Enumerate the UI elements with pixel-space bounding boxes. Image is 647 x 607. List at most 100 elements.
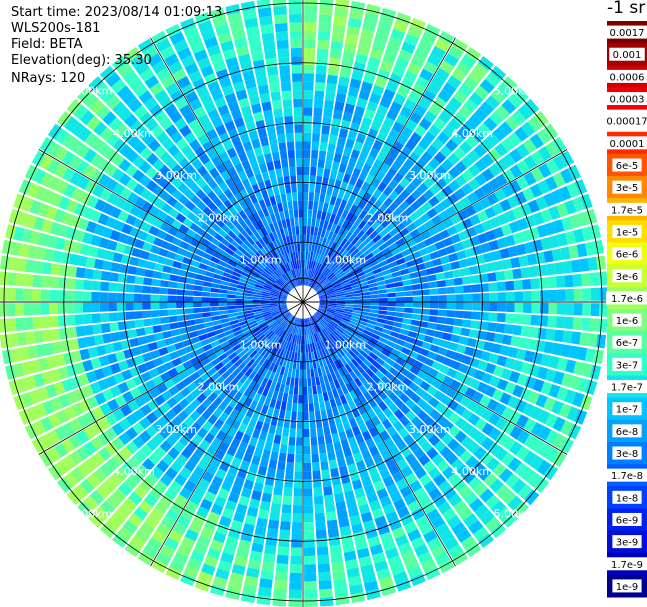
range-gate-cell [276, 347, 283, 356]
range-gate-cell [566, 406, 580, 422]
range-gate-cell [416, 422, 429, 434]
range-gate-cell [209, 539, 224, 552]
range-gate-cell [337, 509, 348, 520]
range-gate-cell [485, 72, 501, 88]
range-gate-cell [342, 344, 351, 353]
range-gate-cell [434, 330, 444, 339]
range-gate-cell [403, 70, 418, 83]
range-gate-cell [514, 126, 529, 142]
range-gate-cell [501, 137, 515, 152]
range-gate-cell [316, 427, 324, 437]
range-gate-cell [325, 270, 333, 279]
range-gate-cell [244, 344, 253, 353]
range-gate-cell [99, 462, 114, 477]
range-gate-cell [179, 354, 190, 363]
range-gate-cell [122, 497, 137, 512]
range-gate-cell [307, 209, 313, 218]
range-gate-cell [379, 531, 394, 544]
range-gate-cell [481, 408, 494, 422]
range-gate-cell [345, 302, 354, 305]
range-gate-cell [293, 488, 303, 497]
range-gate-cell [532, 378, 545, 393]
range-gate-cell [573, 228, 585, 243]
range-gate-cell [396, 458, 409, 471]
range-gate-cell [352, 425, 361, 437]
range-gate-cell [388, 392, 399, 403]
range-gate-cell [339, 525, 352, 537]
range-gate-cell [397, 333, 408, 341]
range-gate-cell [407, 91, 421, 104]
range-gate-cell [553, 371, 565, 385]
colorbar-tick-label: 1e-8 [616, 493, 639, 504]
range-gate-cell [413, 447, 425, 460]
range-gate-cell [354, 377, 363, 387]
range-gate-cell [303, 454, 311, 463]
range-gate-cell [349, 390, 358, 400]
range-gate-cell [409, 132, 422, 144]
range-gate-cell [509, 148, 523, 163]
range-gate-cell [311, 377, 316, 387]
range-gate-cell [420, 282, 430, 290]
range-gate-cell [512, 325, 522, 336]
range-gate-cell [315, 529, 327, 539]
range-gate-cell [285, 350, 290, 360]
range-gate-cell [294, 377, 299, 387]
range-gate-cell [167, 367, 179, 378]
range-gate-cell [395, 297, 405, 302]
range-gate-cell [156, 522, 171, 537]
range-gate-cell [344, 392, 353, 403]
range-gate-cell [320, 461, 329, 471]
range-gate-cell [398, 49, 413, 62]
range-gate-cell [116, 504, 132, 519]
range-gate-cell [370, 263, 381, 271]
range-gate-cell [298, 335, 302, 345]
range-gate-cell [437, 287, 447, 295]
range-gate-cell [241, 487, 252, 499]
range-gate-cell [282, 358, 288, 368]
range-gate-cell [484, 385, 497, 398]
range-gate-cell [125, 427, 138, 440]
colorbar-tick-label: 0.00017 [606, 117, 647, 128]
range-gate-cell [504, 381, 517, 395]
range-gate-cell [376, 214, 387, 224]
range-gate-cell [186, 557, 202, 571]
range-gate-cell [372, 405, 383, 416]
range-gate-cell [212, 407, 223, 419]
range-gate-cell [202, 451, 214, 463]
range-gate-cell [448, 493, 463, 507]
range-gate-cell [150, 349, 161, 360]
range-gate-cell [361, 308, 371, 313]
range-gate-cell [439, 364, 450, 375]
range-gate-cell [473, 223, 485, 235]
range-gate-cell [308, 200, 314, 210]
range-gate-cell [454, 174, 467, 187]
range-gate-cell [398, 165, 409, 177]
range-gate-cell [140, 371, 152, 383]
range-gate-cell [446, 286, 456, 294]
range-gate-cell [464, 247, 475, 258]
range-gate-cell [355, 433, 365, 445]
range-gate-cell [185, 500, 199, 513]
range-gate-cell [453, 146, 467, 160]
range-gate-cell [327, 296, 337, 300]
range-gate-cell [291, 403, 298, 412]
range-gate-cell [320, 228, 327, 238]
range-gate-cell [303, 437, 310, 446]
range-gate-cell [310, 158, 318, 168]
range-gate-cell [105, 412, 118, 426]
range-gate-cell [349, 175, 358, 186]
range-gate-cell [156, 364, 167, 375]
range-gate-cell [227, 352, 238, 361]
range-gate-cell [453, 90, 468, 104]
range-gate-cell [145, 360, 156, 371]
range-gate-cell [149, 387, 161, 399]
range-gate-cell [145, 412, 158, 424]
range-gate-cell [312, 281, 319, 289]
range-gate-cell [333, 360, 341, 370]
range-gate-cell [361, 144, 372, 155]
range-gate-cell [392, 526, 406, 539]
range-gate-cell [222, 325, 232, 332]
colorbar-tick-label: 1.7e-6 [611, 294, 643, 305]
range-gate-cell [366, 492, 379, 504]
range-gate-cell [543, 123, 559, 140]
